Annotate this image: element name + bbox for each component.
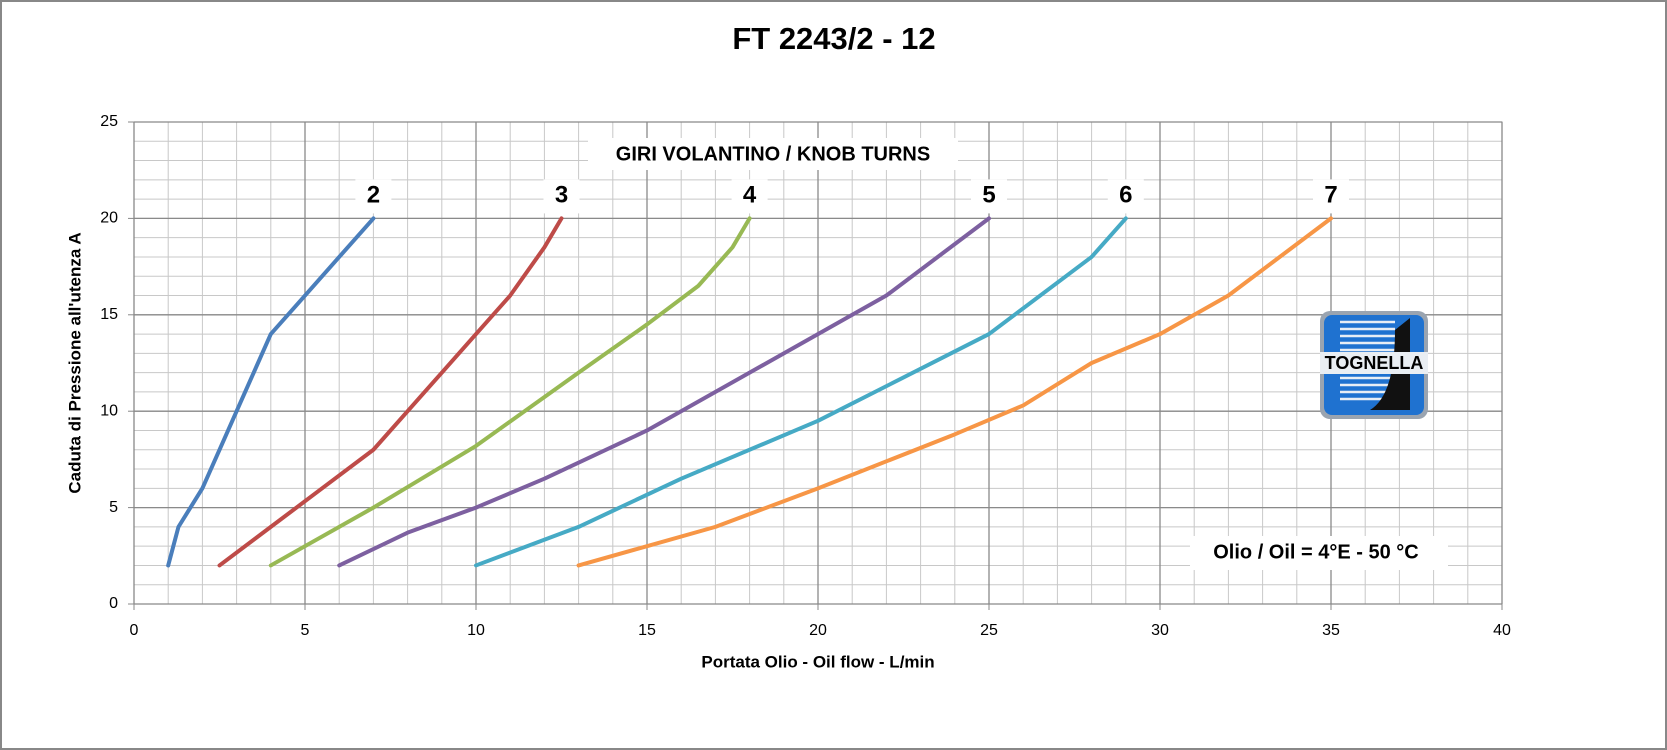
- y-tick-label: 25: [100, 113, 118, 130]
- series-line: [166, 216, 376, 568]
- legend-label: 2: [367, 182, 380, 209]
- y-tick-label: 15: [100, 306, 118, 323]
- x-tick-label: 25: [980, 622, 998, 639]
- x-tick-label: 20: [809, 622, 827, 639]
- x-tick-label: 40: [1493, 622, 1511, 639]
- y-tick-label: 20: [100, 210, 118, 227]
- legend-title: GIRI VOLANTINO / KNOB TURNS: [616, 143, 930, 165]
- legend-title-box: [588, 138, 958, 170]
- legend-label: 6: [1119, 182, 1132, 209]
- x-tick-label: 10: [467, 622, 485, 639]
- series-label-box: [731, 179, 768, 214]
- series-label-box: [1313, 179, 1349, 214]
- x-tick-label: 30: [1151, 622, 1169, 639]
- x-tick-label: 35: [1322, 622, 1340, 639]
- legend-label: 5: [982, 182, 995, 209]
- plot-border: [133, 121, 1503, 605]
- y-tick-label: 5: [109, 499, 118, 516]
- logo-shape: [1370, 318, 1410, 410]
- y-axis-title: Caduta di Pressione all'utenza A: [65, 232, 84, 493]
- series-label-box: [971, 179, 1007, 214]
- y-tick-label: 10: [100, 402, 118, 419]
- legend-label: 4: [743, 182, 757, 209]
- legend-label: 7: [1324, 182, 1337, 209]
- logo-text: TOGNELLA: [1325, 353, 1424, 373]
- series-label-box: [1107, 179, 1144, 214]
- x-tick-label: 0: [130, 622, 139, 639]
- series-label-box: [543, 179, 580, 214]
- series-line: [337, 216, 991, 568]
- series-line: [217, 216, 564, 568]
- y-tick-label: 0: [109, 595, 118, 612]
- series-label-box: [355, 179, 392, 214]
- annotation-box: [1190, 536, 1448, 570]
- series-line: [576, 216, 1333, 568]
- logo-text-bg: [1320, 352, 1428, 374]
- series-line: [268, 216, 752, 568]
- legend-label: 3: [555, 182, 568, 209]
- x-tick-label: 15: [638, 622, 656, 639]
- x-axis-title: Portata Olio - Oil flow - L/min: [701, 652, 934, 671]
- chart-title: FT 2243/2 - 12: [732, 21, 935, 56]
- x-tick-label: 5: [301, 622, 310, 639]
- series-line: [474, 216, 1128, 568]
- annotation: Olio / Oil = 4°E - 50 °C: [1213, 541, 1419, 563]
